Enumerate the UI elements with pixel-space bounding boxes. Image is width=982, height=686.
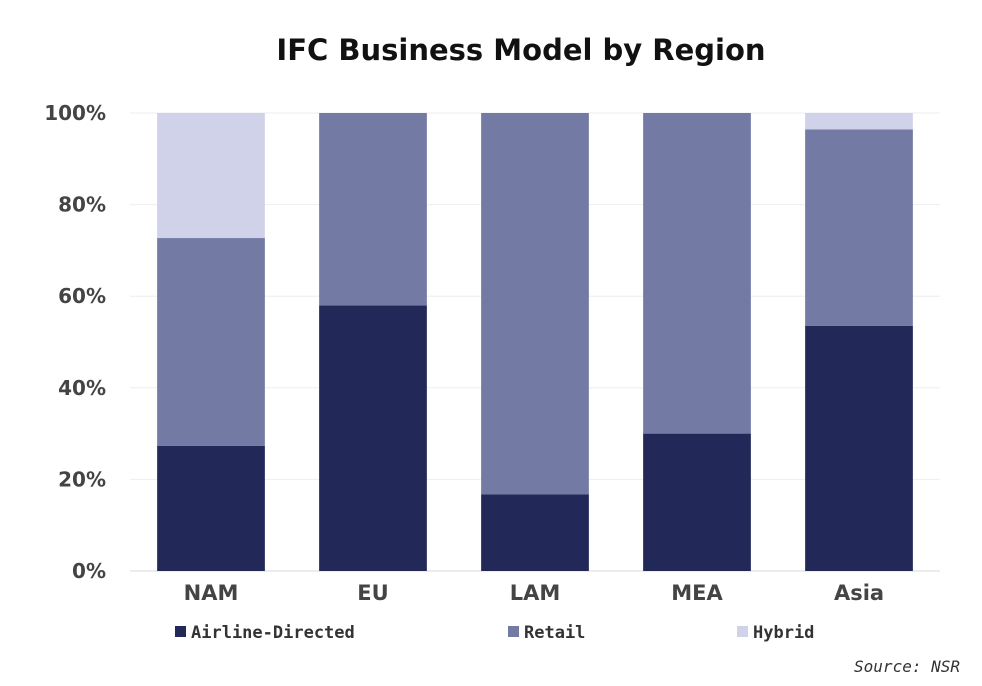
bar-nam-retail <box>157 238 265 446</box>
y-tick-label: 100% <box>44 101 106 125</box>
bar-asia-airline-directed <box>805 325 913 571</box>
legend-swatch <box>737 626 748 637</box>
legend-label: Hybrid <box>753 623 814 643</box>
bar-asia-retail <box>805 129 913 326</box>
x-tick-label: NAM <box>184 581 239 605</box>
y-tick-label: 40% <box>58 376 106 400</box>
bar-nam-hybrid <box>157 113 265 239</box>
bar-mea-airline-directed <box>643 433 751 571</box>
legend-label: Retail <box>524 623 585 643</box>
legend-swatch <box>508 626 519 637</box>
y-tick-label: 80% <box>58 193 106 217</box>
bar-asia-hybrid <box>805 113 913 130</box>
bar-nam-airline-directed <box>157 445 265 571</box>
y-tick-label: 0% <box>72 559 106 583</box>
bar-mea-retail <box>643 113 751 434</box>
legend: Airline-Directed Retail Hybrid <box>175 623 814 643</box>
x-axis: NAM EU LAM MEA Asia <box>184 581 884 605</box>
legend-swatch <box>175 626 186 637</box>
source-note: Source: NSR <box>854 657 960 676</box>
bar-lam-retail <box>481 113 589 495</box>
bar-lam-airline-directed <box>481 494 589 571</box>
bar-eu-airline-directed <box>319 305 427 571</box>
y-axis: 0% 20% 40% 60% 80% 100% <box>44 101 106 583</box>
x-tick-label: LAM <box>510 581 561 605</box>
y-tick-label: 20% <box>58 467 106 491</box>
chart-title: IFC Business Model by Region <box>276 33 765 67</box>
y-tick-label: 60% <box>58 284 106 308</box>
bars <box>157 113 913 571</box>
x-tick-label: Asia <box>834 581 884 605</box>
x-tick-label: EU <box>357 581 388 605</box>
bar-eu-retail <box>319 113 427 306</box>
x-tick-label: MEA <box>671 581 723 605</box>
legend-label: Airline-Directed <box>191 623 355 643</box>
